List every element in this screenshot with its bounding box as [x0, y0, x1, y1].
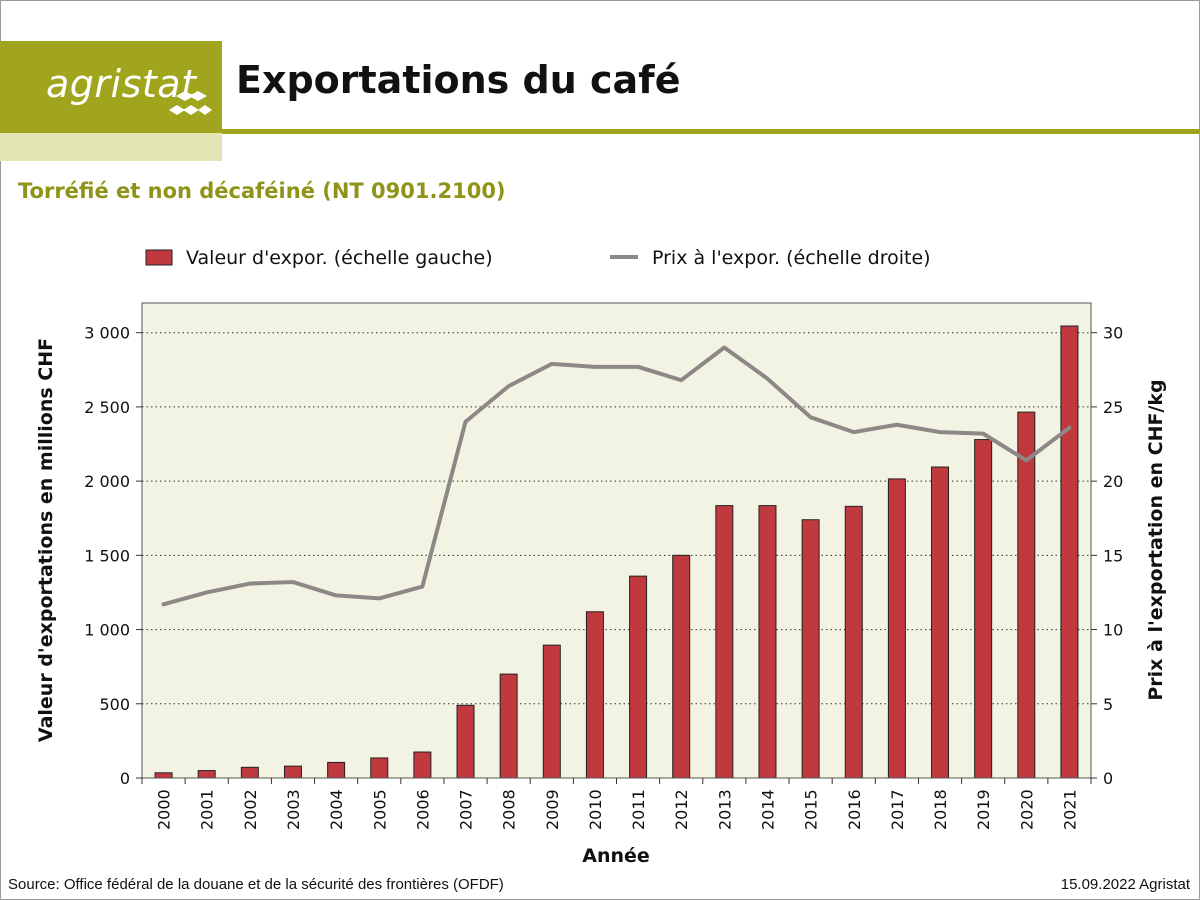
x-axis-tick-label: 2006: [413, 789, 432, 830]
x-axis-tick-label: 2005: [370, 789, 389, 830]
bar: [672, 554, 691, 779]
x-axis-tick-label: 2000: [155, 789, 174, 830]
right-axis-tick-label: 10: [1103, 621, 1123, 640]
brand-logo-box: [0, 41, 222, 133]
price-line: [161, 345, 1072, 607]
page-title: Exportations du café: [236, 58, 681, 102]
right-axis-title: Prix à l'exportation en CHF/kg: [1145, 379, 1167, 700]
left-axis-tick-label: 2 500: [84, 398, 130, 417]
left-axis-title: Valeur d'exportations en millions CHF: [35, 338, 57, 742]
header-rule: [222, 129, 1200, 134]
bar: [931, 466, 950, 779]
x-axis-tick-label: 2011: [629, 789, 648, 830]
bar: [887, 478, 906, 779]
source-note: Source: Office fédéral de la douane et d…: [8, 876, 504, 893]
x-axis-tick-label: 2007: [457, 789, 476, 830]
date-note: 15.09.2022 Agristat: [1060, 876, 1190, 893]
x-axis-tick-label: 2010: [586, 789, 605, 830]
brand-mark-icon: [169, 91, 212, 115]
bar: [283, 765, 302, 779]
export-chart: 0 500 1 000 1 500 2 000 2 500 3 000 0 5 10 15 20 25 3…: [35, 247, 1167, 867]
right-axis-tick-label: 25: [1103, 398, 1123, 417]
bar: [327, 761, 346, 779]
x-axis-tick-label: 2019: [974, 789, 993, 830]
right-axis-tick-label: 20: [1103, 472, 1123, 491]
page-subtitle: Torréfié et non décaféiné (NT 0901.2100): [18, 179, 506, 203]
x-axis-tick-label: 2012: [672, 789, 691, 830]
x-axis-title: Année: [582, 845, 650, 867]
bar: [585, 611, 604, 779]
bar: [413, 751, 432, 779]
right-axis-tick-label: 5: [1103, 695, 1113, 714]
legend-line-label: Prix à l'expor. (échelle droite): [652, 247, 931, 269]
bar: [629, 575, 648, 779]
bar: [499, 673, 518, 779]
left-axis-tick-label: 0: [120, 769, 130, 788]
bar: [370, 757, 389, 779]
left-axis-tick-label: 500: [99, 695, 130, 714]
x-axis-tick-label: 2017: [888, 789, 907, 830]
bar: [197, 770, 216, 779]
legend-bar-swatch: [145, 249, 173, 266]
brand-logo-text: agristat: [46, 62, 197, 106]
x-axis-tick-label: 2003: [284, 789, 303, 830]
right-axis-tick-label: 0: [1103, 769, 1113, 788]
bar: [1060, 325, 1079, 779]
left-axis-tick-label: 2 000: [84, 472, 130, 491]
bar: [974, 439, 993, 779]
bar: [154, 772, 173, 779]
bar: [758, 505, 777, 779]
bar: [801, 519, 820, 779]
x-axis-tick-label: 2021: [1060, 789, 1079, 830]
x-axis-tick-label: 2014: [758, 789, 777, 830]
left-axis-tick-label: 1 000: [84, 621, 130, 640]
brand-logo-strip: [0, 133, 222, 161]
x-axis-tick-label: 2008: [500, 789, 519, 830]
x-axis-tick-label: 2013: [715, 789, 734, 830]
bar: [844, 505, 863, 779]
left-axis-tick-label: 1 500: [84, 546, 130, 565]
x-axis-tick-label: 2009: [543, 789, 562, 830]
x-axis-tick-label: 2002: [241, 789, 260, 830]
right-axis-tick-label: 15: [1103, 546, 1123, 565]
x-axis-tick-label: 2016: [845, 789, 864, 830]
x-axis-tick-label: 2018: [931, 789, 950, 830]
x-axis-tick-label: 2001: [198, 789, 217, 830]
x-axis-tick-label: 2015: [802, 789, 821, 830]
bar: [1017, 411, 1036, 779]
bar: [240, 766, 259, 779]
right-axis-tick-label: 30: [1103, 324, 1123, 343]
legend-bar-label: Valeur d'expor. (échelle gauche): [186, 247, 493, 269]
x-axis-tick-label: 2004: [327, 789, 346, 830]
bar: [715, 505, 734, 779]
left-axis-tick-label: 3 000: [84, 324, 130, 343]
bar: [456, 704, 475, 779]
bar: [542, 644, 561, 779]
x-axis-tick-label: 2020: [1017, 789, 1036, 830]
